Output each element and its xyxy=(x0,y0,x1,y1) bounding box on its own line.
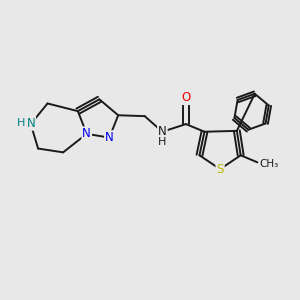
Text: N: N xyxy=(26,117,35,130)
Text: N: N xyxy=(82,127,91,140)
Text: O: O xyxy=(181,91,190,104)
Text: N: N xyxy=(105,131,114,144)
Text: N: N xyxy=(158,125,167,138)
Text: S: S xyxy=(216,163,224,176)
Text: H: H xyxy=(158,137,166,147)
Text: H: H xyxy=(17,118,26,128)
Text: CH₃: CH₃ xyxy=(259,159,278,169)
